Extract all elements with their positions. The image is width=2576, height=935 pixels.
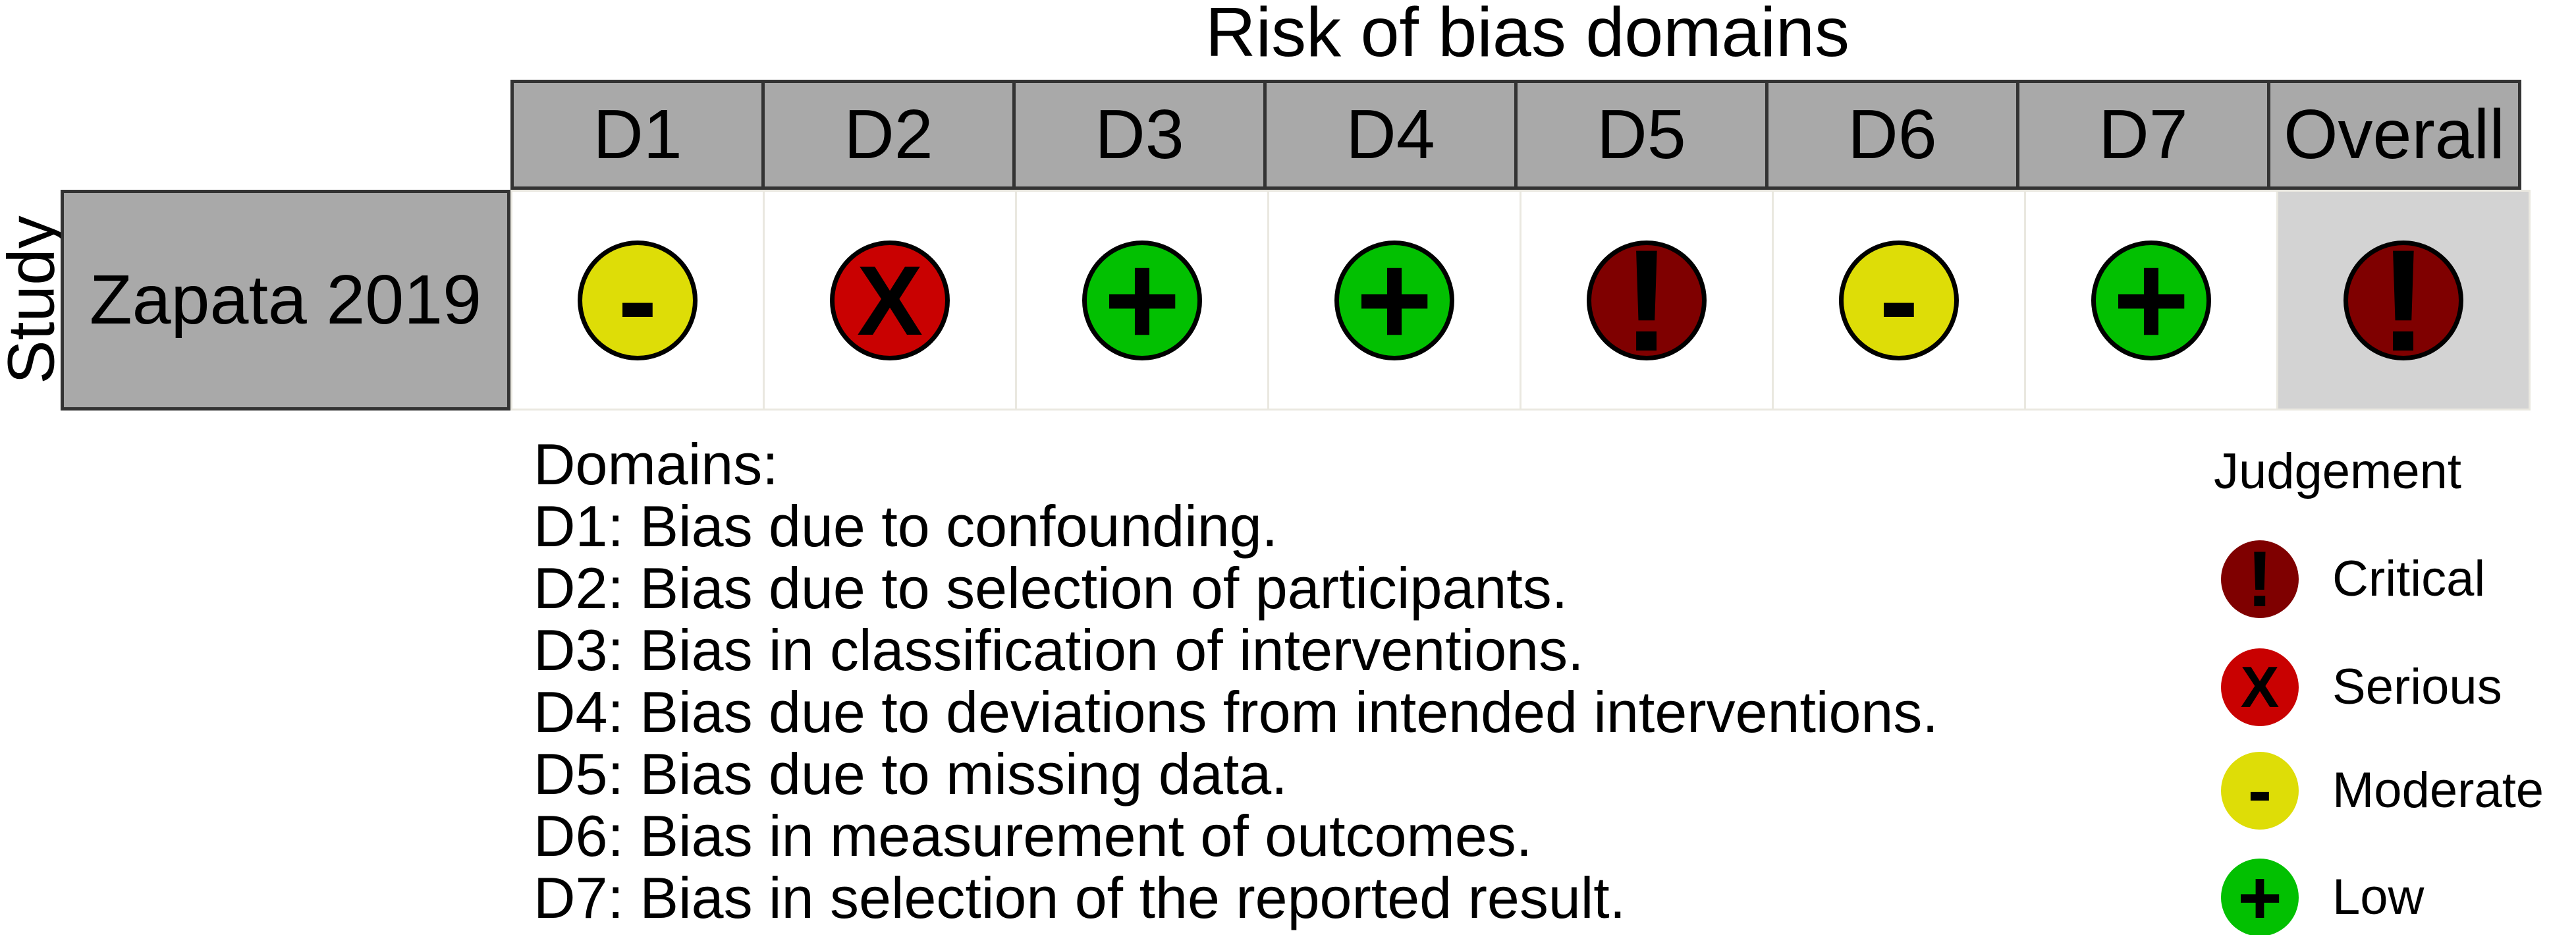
domain-header-d1: D1 bbox=[510, 80, 765, 190]
legend-critical-icon: ! bbox=[2221, 535, 2299, 623]
legend-serious-symbol: X bbox=[2240, 654, 2280, 720]
serious-judgement-icon: X bbox=[830, 240, 950, 360]
domain-header-overall: Overall bbox=[2267, 80, 2521, 190]
domain-header-d6: D6 bbox=[1765, 80, 2019, 190]
judgement-cell-d6: - bbox=[1772, 190, 2026, 411]
legend-low-label: Low bbox=[2332, 869, 2425, 925]
low-symbol: + bbox=[1103, 226, 1181, 374]
moderate-symbol: - bbox=[1879, 233, 1919, 366]
domain-description-d2: D2: Bias due to selection of participant… bbox=[534, 555, 1568, 621]
judgement-cell-d3: + bbox=[1015, 190, 1269, 411]
domain-header-d5: D5 bbox=[1514, 80, 1768, 190]
critical-symbol: ! bbox=[1622, 219, 1671, 382]
legend-critical-label: Critical bbox=[2332, 551, 2486, 607]
domain-header-row: D1 D2 D3 D4 D5 D6 D7 Overall bbox=[510, 80, 2521, 190]
legend-serious-label: Serious bbox=[2332, 659, 2502, 715]
judgement-legend-heading: Judgement bbox=[2213, 443, 2462, 499]
low-judgement-icon: + bbox=[1334, 234, 1454, 366]
study-name-cell: Zapata 2019 bbox=[61, 190, 510, 411]
domain-header-d2: D2 bbox=[761, 80, 1016, 190]
study-axis-label: Study bbox=[0, 215, 69, 385]
moderate-judgement-icon: - bbox=[578, 233, 698, 366]
low-judgement-icon: + bbox=[1082, 234, 1202, 366]
legend-moderate-label: Moderate bbox=[2332, 762, 2544, 818]
judgement-cell-d5: ! bbox=[1520, 190, 1774, 411]
legend-moderate-icon: - bbox=[2221, 752, 2299, 830]
legend-critical-symbol: ! bbox=[2247, 535, 2273, 623]
domains-legend: Domains: D1: Bias due to confounding. D2: … bbox=[534, 434, 1938, 929]
judgement-cell-d4: + bbox=[1267, 190, 1521, 411]
moderate-symbol: - bbox=[618, 233, 657, 366]
domain-header-d4: D4 bbox=[1263, 80, 1518, 190]
domain-header-d3: D3 bbox=[1012, 80, 1267, 190]
judgement-row: - X + +! - +! bbox=[510, 190, 2531, 411]
domain-description-d4: D4: Bias due to deviations from intended… bbox=[534, 679, 1938, 745]
critical-symbol: ! bbox=[2379, 219, 2428, 382]
judgement-cell-d2: X bbox=[763, 190, 1017, 411]
domain-description-d1: D1: Bias due to confounding. bbox=[534, 494, 1278, 559]
judgement-cell-d1: - bbox=[510, 190, 765, 411]
low-symbol: + bbox=[1356, 226, 1433, 374]
low-symbol: + bbox=[2112, 226, 2190, 374]
domains-legend-heading: Domains: bbox=[534, 432, 779, 497]
judgement-cell-d7: + bbox=[2024, 190, 2278, 411]
domain-header-d7: D7 bbox=[2016, 80, 2270, 190]
domain-description-d6: D6: Bias in measurement of outcomes. bbox=[534, 803, 1533, 868]
judgement-cell-overall: ! bbox=[2276, 190, 2531, 411]
critical-judgement-icon: ! bbox=[1587, 228, 1707, 373]
domain-description-d5: D5: Bias due to missing data. bbox=[534, 741, 1288, 807]
domain-description-d7: D7: Bias in selection of the reported re… bbox=[534, 865, 1626, 930]
domain-description-d3: D3: Bias in classification of interventi… bbox=[534, 617, 1584, 683]
low-judgement-icon: + bbox=[2091, 234, 2211, 366]
figure-title: Risk of bias domains bbox=[1205, 0, 1850, 71]
legend-moderate-symbol: - bbox=[2247, 750, 2272, 831]
moderate-judgement-icon: - bbox=[1839, 233, 1959, 366]
legend-low-symbol: + bbox=[2237, 855, 2282, 935]
critical-judgement-icon: ! bbox=[2343, 228, 2463, 373]
legend-low-icon: + bbox=[2221, 859, 2299, 935]
serious-symbol: X bbox=[856, 244, 923, 356]
legend-serious-icon: X bbox=[2221, 648, 2299, 726]
